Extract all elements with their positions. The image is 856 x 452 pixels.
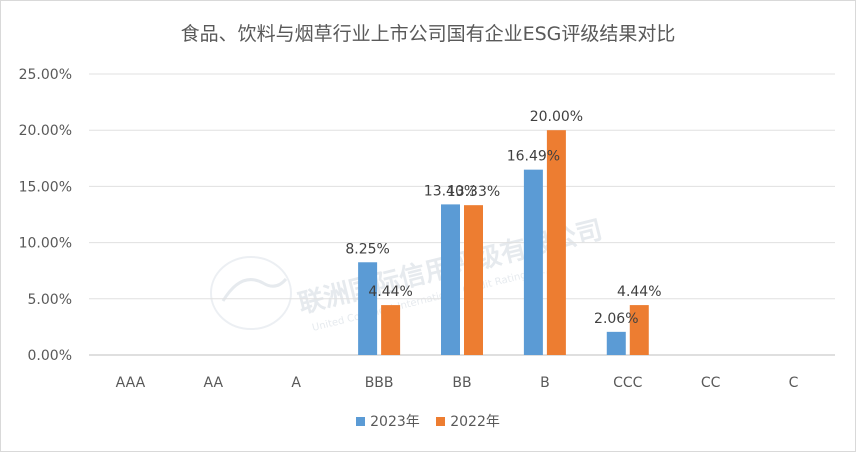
- x-tick-label: CCC: [613, 375, 643, 391]
- legend-label-2023: 2023年: [370, 414, 420, 430]
- y-tick-label: 10.00%: [19, 236, 72, 252]
- legend: 2023年 2022年: [1, 411, 855, 431]
- legend-label-2022: 2022年: [450, 414, 500, 430]
- data-label: 2.06%: [594, 311, 638, 327]
- data-label: 13.40%: [424, 183, 477, 199]
- bar-2023年-B: [523, 169, 543, 355]
- x-tick-label: AAA: [116, 375, 146, 391]
- data-label: 16.49%: [507, 149, 560, 165]
- y-tick-label: 20.00%: [19, 123, 72, 139]
- data-label: 8.25%: [345, 241, 389, 257]
- data-label: 4.44%: [617, 284, 661, 300]
- bar-2022年-BBB: [381, 305, 401, 355]
- legend-item-2022: 2022年: [436, 411, 500, 431]
- legend-swatch-2023: [356, 416, 366, 426]
- legend-swatch-2022: [436, 416, 446, 426]
- data-label: 4.44%: [368, 284, 412, 300]
- watermark-logo: 联洲国际信用评级有限公司 United Continent Internatio…: [210, 214, 605, 334]
- bar-2022年-CCC: [629, 305, 649, 355]
- bar-2022年-BB: [464, 205, 483, 355]
- data-label: 13.33%: [447, 184, 500, 200]
- bar-2023年-CCC: [606, 331, 626, 355]
- x-tick-label: C: [789, 375, 799, 391]
- data-label: 20.00%: [530, 109, 583, 125]
- bar-2023年-BBB: [358, 262, 378, 355]
- y-tick-label: 5.00%: [28, 292, 72, 308]
- chart-title: 食品、饮料与烟草行业上市公司国有企业ESG评级结果对比: [180, 23, 676, 45]
- y-tick-label: 0.00%: [28, 348, 72, 364]
- x-tick-label: A: [291, 375, 301, 391]
- y-tick-label: 25.00%: [19, 67, 72, 83]
- x-tick-label: BBB: [365, 375, 394, 391]
- bar-chart: 联洲国际信用评级有限公司 United Continent Internatio…: [19, 67, 835, 391]
- x-tick-label: BB: [452, 375, 471, 391]
- x-tick-label: CC: [701, 375, 721, 391]
- bar-2022年-B: [546, 130, 566, 355]
- y-tick-label: 15.00%: [19, 179, 72, 195]
- x-tick-label: AA: [204, 375, 224, 391]
- bar-2023年-BB: [441, 204, 460, 355]
- legend-item-2023: 2023年: [356, 411, 420, 431]
- x-tick-label: B: [540, 375, 550, 391]
